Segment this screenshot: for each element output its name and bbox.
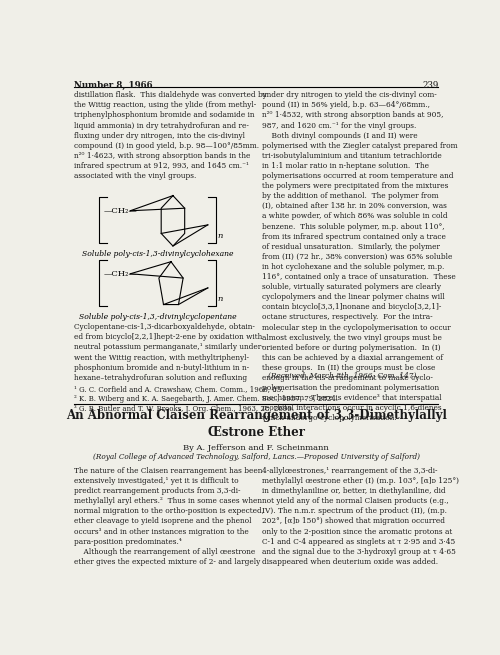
- Text: ¹ G. C. Corfield and A. Crawshaw, Chem. Comm., 1966, 85.
² K. B. Wiberg and K. A: ¹ G. C. Corfield and A. Crawshaw, Chem. …: [74, 385, 338, 413]
- Text: 4-allylœestrones,¹ rearrangement of the 3,3-di-
methylallyl œestrone ether (I) (: 4-allylœestrones,¹ rearrangement of the …: [262, 467, 459, 566]
- Text: 239: 239: [422, 81, 438, 90]
- Text: —CH₂—: —CH₂—: [104, 270, 138, 278]
- Text: —CH₂—: —CH₂—: [104, 207, 138, 215]
- Text: The nature of the Claisen rearrangement has been
extensively investigated,¹ yet : The nature of the Claisen rearrangement …: [74, 467, 264, 566]
- Text: Number 8, 1966: Number 8, 1966: [74, 81, 153, 90]
- Text: By A. Jefferson and F. Scheinmann: By A. Jefferson and F. Scheinmann: [184, 443, 329, 452]
- Text: (Received, March 8th, 1966; Com. 147).: (Received, March 8th, 1966; Com. 147).: [268, 372, 419, 380]
- Text: under dry nitrogen to yield the cis-divinyl com-
pound (II) in 56% yield, b.p. 6: under dry nitrogen to yield the cis-divi…: [262, 91, 458, 422]
- Text: (Royal College of Advanced Technology, Salford, Lancs.—Proposed University of Sa: (Royal College of Advanced Technology, S…: [93, 453, 420, 461]
- Text: Cyclopentane-cis-1,3-dicarboxyaldehyde, obtain-
ed from bicyclo[2,2,1]hept-2-ene: Cyclopentane-cis-1,3-dicarboxyaldehyde, …: [74, 323, 264, 382]
- Text: Soluble poly-cis-1,3,-divinylcyclopentane: Soluble poly-cis-1,3,-divinylcyclopentan…: [78, 313, 236, 321]
- Text: n: n: [218, 295, 223, 303]
- Text: n: n: [218, 232, 223, 240]
- Text: Soluble poly-cis-1,3-divinylcyclohexane: Soluble poly-cis-1,3-divinylcyclohexane: [82, 250, 233, 258]
- Text: An Abnormal Claisen Rearrangement of 3,3-Dimethylallyl
Œstrone Ether: An Abnormal Claisen Rearrangement of 3,3…: [66, 409, 446, 440]
- Text: distillation flask.  This dialdehyde was converted by
the Wittig reaction, using: distillation flask. This dialdehyde was …: [74, 91, 267, 180]
